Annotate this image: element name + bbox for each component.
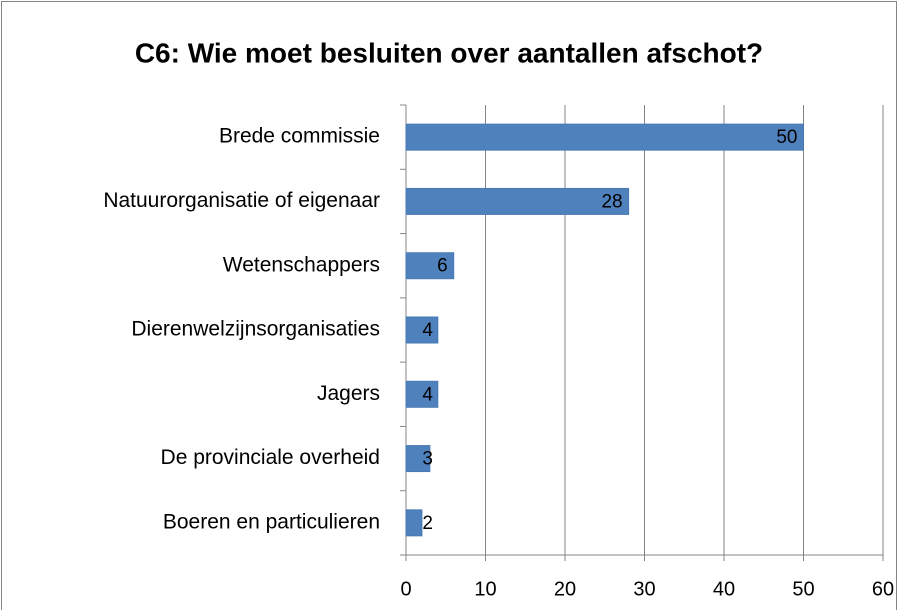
data-label: 2	[422, 513, 433, 534]
y-tick-label: Dierenwelzijnsorganisaties	[131, 318, 380, 341]
y-tick-label: Jagers	[317, 382, 380, 405]
bar	[405, 252, 455, 280]
data-label: 4	[422, 384, 433, 405]
x-tick-label: 10	[474, 578, 496, 600]
bar	[405, 316, 439, 344]
x-tick-label: 50	[792, 578, 814, 600]
y-tick-label: De provinciale overheid	[161, 446, 380, 469]
x-tick-label: 40	[713, 578, 735, 600]
x-tick-label: 60	[872, 578, 894, 600]
y-tick-label: Natuurorganisatie of eigenaar	[103, 189, 380, 212]
data-label: 50	[776, 127, 797, 148]
bar	[405, 123, 804, 151]
bar	[405, 509, 423, 537]
chart-title: C6: Wie moet besluiten over aantallen af…	[135, 37, 763, 68]
data-label: 4	[422, 320, 433, 341]
data-label: 6	[437, 256, 448, 277]
x-tick-label: 0	[400, 578, 411, 600]
data-label: 3	[422, 449, 433, 470]
y-tick-label: Brede commissie	[219, 125, 380, 148]
y-tick-label: Boeren en particulieren	[163, 510, 380, 533]
data-label: 28	[601, 191, 622, 212]
bar	[405, 445, 431, 473]
x-tick-label: 20	[554, 578, 576, 600]
bar	[405, 187, 630, 215]
bar	[405, 380, 439, 408]
y-tick-label: Wetenschappers	[223, 253, 380, 276]
x-tick-label: 30	[633, 578, 655, 600]
